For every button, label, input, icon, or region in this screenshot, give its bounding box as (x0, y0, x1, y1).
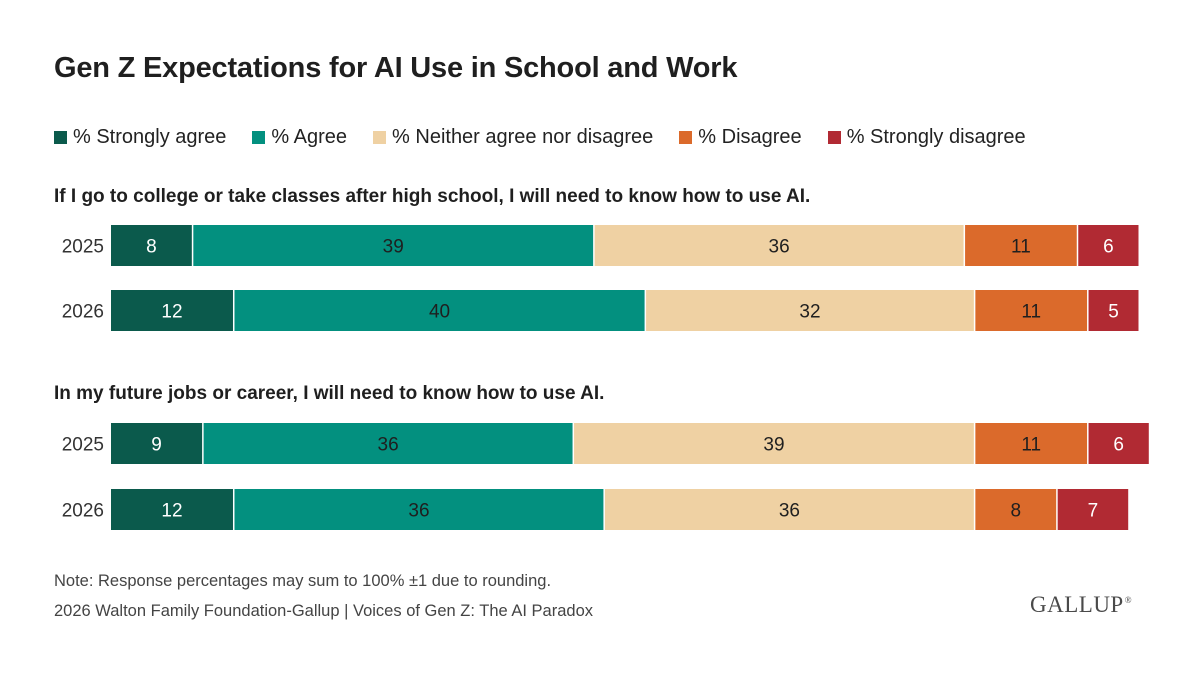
data-label-disagree: 11 (1011, 237, 1031, 258)
data-label-strongly-agree: 9 (151, 435, 162, 456)
bar-segment-agree (234, 489, 604, 530)
legend-item-disagree: % Disagree (679, 125, 802, 149)
data-label-strongly-disagree: 6 (1113, 435, 1124, 456)
bar-segment-strongly-disagree (1078, 225, 1139, 266)
data-label-neither: 36 (769, 237, 790, 258)
question-career: In my future jobs or career, I will need… (54, 383, 605, 404)
data-label-agree: 36 (408, 501, 429, 522)
bar-segment-strongly-disagree (1088, 423, 1149, 464)
bar-segment-agree (203, 423, 573, 464)
registered-mark: ® (1124, 595, 1133, 606)
question-college: If I go to college or take classes after… (54, 186, 811, 207)
year-label: 2026 (62, 302, 104, 323)
bar-segment-strongly-agree (111, 489, 233, 530)
legend-label-strongly-disagree: % Strongly disagree (846, 125, 1026, 148)
legend-label-neither: % Neither agree nor disagree (392, 125, 654, 148)
data-label-disagree: 11 (1021, 435, 1041, 456)
bar-segment-disagree (975, 290, 1088, 331)
legend-swatch-strongly-disagree (827, 130, 841, 144)
legend-item-strongly-disagree: % Strongly disagree (827, 125, 1026, 149)
data-label-strongly-disagree: 6 (1103, 237, 1114, 258)
legend-swatch-neither (373, 130, 387, 144)
data-label-neither: 32 (799, 302, 820, 323)
bar-segment-neither (646, 290, 974, 331)
bar-segment-neither (604, 489, 974, 530)
bar-segment-neither (574, 423, 974, 464)
data-label-neither: 36 (779, 501, 800, 522)
data-label-strongly-agree: 12 (161, 501, 182, 522)
data-label-strongly-agree: 8 (146, 237, 157, 258)
bar-segment-agree (193, 225, 594, 266)
legend: % Strongly agree % Agree % Neither agree… (54, 124, 1052, 150)
legend-label-strongly-agree: % Strongly agree (73, 125, 227, 148)
bar-segment-agree (234, 290, 645, 331)
bar-segment-disagree (965, 225, 1077, 266)
data-label-disagree: 11 (1021, 302, 1041, 323)
gallup-logo: GALLUP® (1030, 592, 1132, 618)
bar-segment-strongly-disagree (1057, 489, 1129, 530)
bar-segment-neither (594, 225, 964, 266)
year-label: 2026 (62, 501, 104, 522)
legend-label-disagree: % Disagree (698, 125, 802, 148)
bar-segment-strongly-disagree (1088, 290, 1139, 331)
footnote: Note: Response percentages may sum to 10… (54, 572, 552, 590)
legend-item-neither: % Neither agree nor disagree (373, 126, 653, 149)
bar-segment-strongly-agree (111, 423, 203, 464)
data-label-neither: 39 (763, 435, 784, 456)
legend-label-agree: % Agree (271, 125, 348, 148)
year-label: 2025 (62, 237, 104, 258)
bar-segment-strongly-agree (111, 290, 233, 331)
data-label-agree: 40 (429, 302, 450, 323)
legend-swatch-strongly-agree (54, 130, 67, 144)
data-label-agree: 36 (378, 435, 399, 456)
logo-text: GALLUP (1030, 592, 1124, 617)
data-label-agree: 39 (383, 237, 404, 258)
bar-segment-strongly-agree (111, 225, 192, 266)
legend-item-agree: % Agree (252, 126, 347, 149)
year-label: 2025 (62, 435, 104, 456)
data-label-strongly-disagree: 5 (1108, 302, 1119, 323)
source-line: 2026 Walton Family Foundation-Gallup | V… (54, 602, 593, 620)
data-label-disagree: 8 (1010, 501, 1021, 522)
bar-segment-disagree (975, 423, 1088, 464)
legend-item-strongly-agree: % Strongly agree (54, 126, 226, 149)
data-label-strongly-agree: 12 (161, 302, 182, 323)
legend-swatch-disagree (679, 130, 693, 144)
chart-title: Gen Z Expectations for AI Use in School … (54, 52, 738, 84)
data-label-strongly-disagree: 7 (1088, 501, 1099, 522)
bar-segment-disagree (975, 489, 1057, 530)
legend-swatch-agree (252, 130, 266, 144)
